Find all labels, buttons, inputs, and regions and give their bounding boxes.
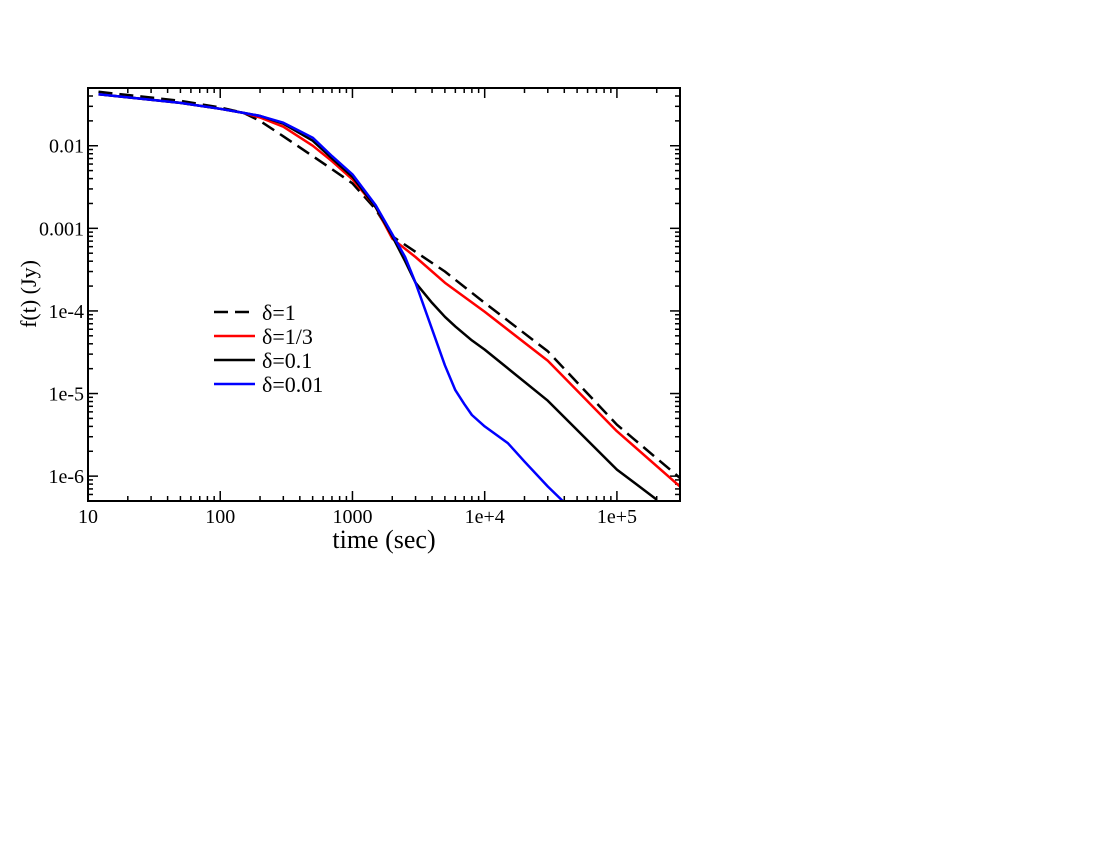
plot-frame	[87, 87, 681, 502]
x-tick-label: 1000	[332, 506, 372, 528]
x-tick-label: 1e+4	[465, 506, 505, 528]
legend: δ=1δ=1/3δ=0.1δ=0.01	[214, 300, 323, 397]
series-line-2	[98, 93, 680, 488]
legend-label-1: δ=1	[262, 300, 296, 325]
legend-label-4: δ=0.01	[262, 372, 323, 397]
y-tick-label: 1e-5	[48, 384, 84, 406]
major-ticks	[87, 88, 680, 501]
y-tick-labels: 0.01 0.001 1e-4 1e-5 1e-6	[39, 136, 84, 488]
y-tick-label: 0.01	[49, 136, 84, 158]
minor-ticks	[88, 87, 681, 502]
x-tick-label: 10	[78, 506, 98, 528]
x-tick-label: 100	[205, 506, 235, 528]
x-tick-labels: 10 100 1000 1e+4 1e+5	[78, 506, 637, 528]
legend-label-3: δ=0.1	[262, 348, 312, 373]
x-axis-label: time (sec)	[332, 525, 435, 554]
x-tick-label: 1e+5	[597, 506, 637, 528]
series-line-4	[98, 93, 565, 501]
series-line-3	[98, 93, 658, 501]
legend-label-2: δ=1/3	[262, 324, 313, 349]
y-axis-label: f(t) (Jy)	[16, 260, 41, 328]
y-tick-label: 1e-6	[48, 466, 84, 488]
y-tick-label: 1e-4	[48, 301, 84, 323]
series-layer	[98, 90, 680, 501]
series-line-1	[98, 90, 680, 479]
y-tick-label: 0.001	[39, 218, 84, 240]
